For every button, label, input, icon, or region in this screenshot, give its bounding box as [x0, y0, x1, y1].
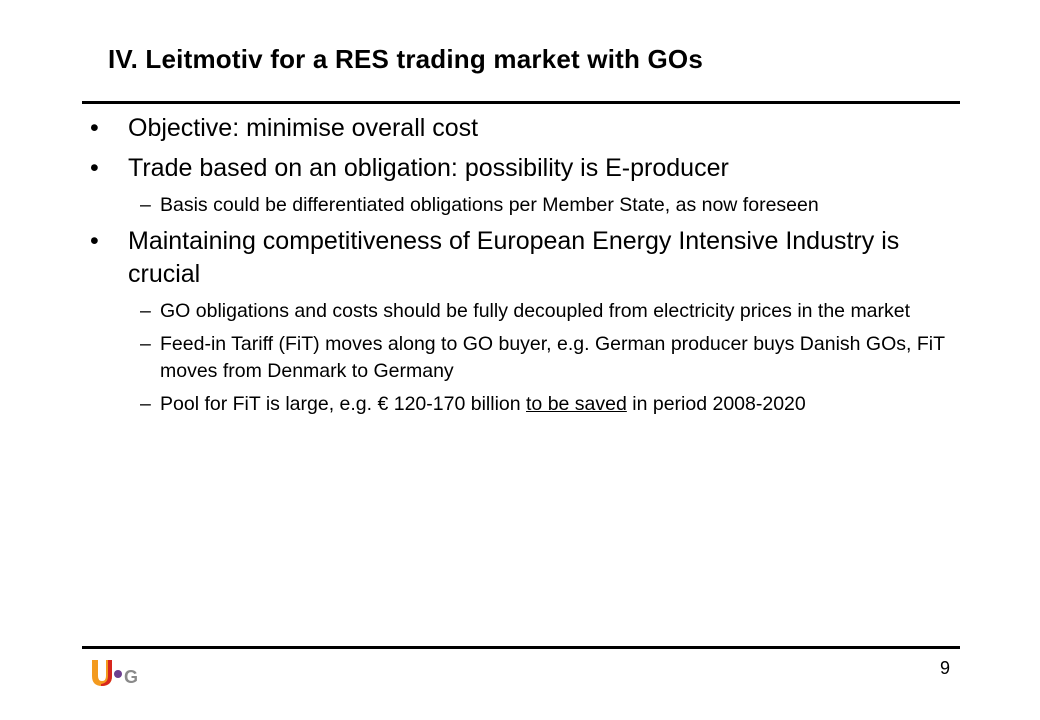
dash-marker: –: [140, 333, 151, 355]
sub-bullet-item: – Pool for FiT is large, e.g. € 120-170 …: [90, 391, 970, 418]
underlined-phrase: to be saved: [526, 393, 627, 415]
bullet-text: Maintaining competitiveness of European …: [128, 227, 900, 288]
sub-bullet-text-start: Pool for FiT is large, e.g. € 120-170 bi…: [160, 393, 527, 415]
bullet-list: • Objective: minimise overall cost • Tra…: [90, 112, 970, 424]
svg-text:G: G: [124, 667, 138, 687]
sub-bullet-text: Feed-in Tariff (FiT) moves along to GO b…: [160, 333, 945, 382]
page-number: 9: [939, 658, 950, 678]
bullet-item: • Maintaining competitiveness of Europea…: [90, 225, 970, 291]
slide-title: IV. Leitmotiv for a RES trading market w…: [108, 44, 704, 74]
sub-bullet-text: Basis could be differentiated obligation…: [160, 194, 819, 216]
bullet-item: • Objective: minimise overall cost: [90, 112, 970, 145]
sub-bullet-item: – GO obligations and costs should be ful…: [90, 298, 970, 325]
sub-bullet-text: GO obligations and costs should be fully…: [160, 300, 911, 322]
usg-logo-icon: G: [88, 656, 152, 690]
dash-marker: –: [140, 194, 151, 216]
dash-marker: –: [140, 300, 151, 322]
bullet-marker: •: [90, 154, 99, 182]
bullet-text: Trade based on an obligation: possibilit…: [128, 154, 729, 182]
title-divider: [82, 101, 960, 104]
footer-divider: [82, 646, 960, 649]
sub-bullet-text: Pool for FiT is large, e.g. € 120-170 bi…: [160, 393, 806, 415]
bullet-text: Objective: minimise overall cost: [128, 114, 479, 142]
bullet-marker: •: [90, 227, 99, 255]
sub-bullet-item: – Feed-in Tariff (FiT) moves along to GO…: [90, 331, 970, 385]
sub-bullet-text-end: in period 2008-2020: [626, 393, 806, 415]
bullet-marker: •: [90, 114, 99, 142]
bullet-item: • Trade based on an obligation: possibil…: [90, 152, 970, 185]
dash-marker: –: [140, 393, 151, 415]
sub-bullet-item: – Basis could be differentiated obligati…: [90, 192, 970, 219]
